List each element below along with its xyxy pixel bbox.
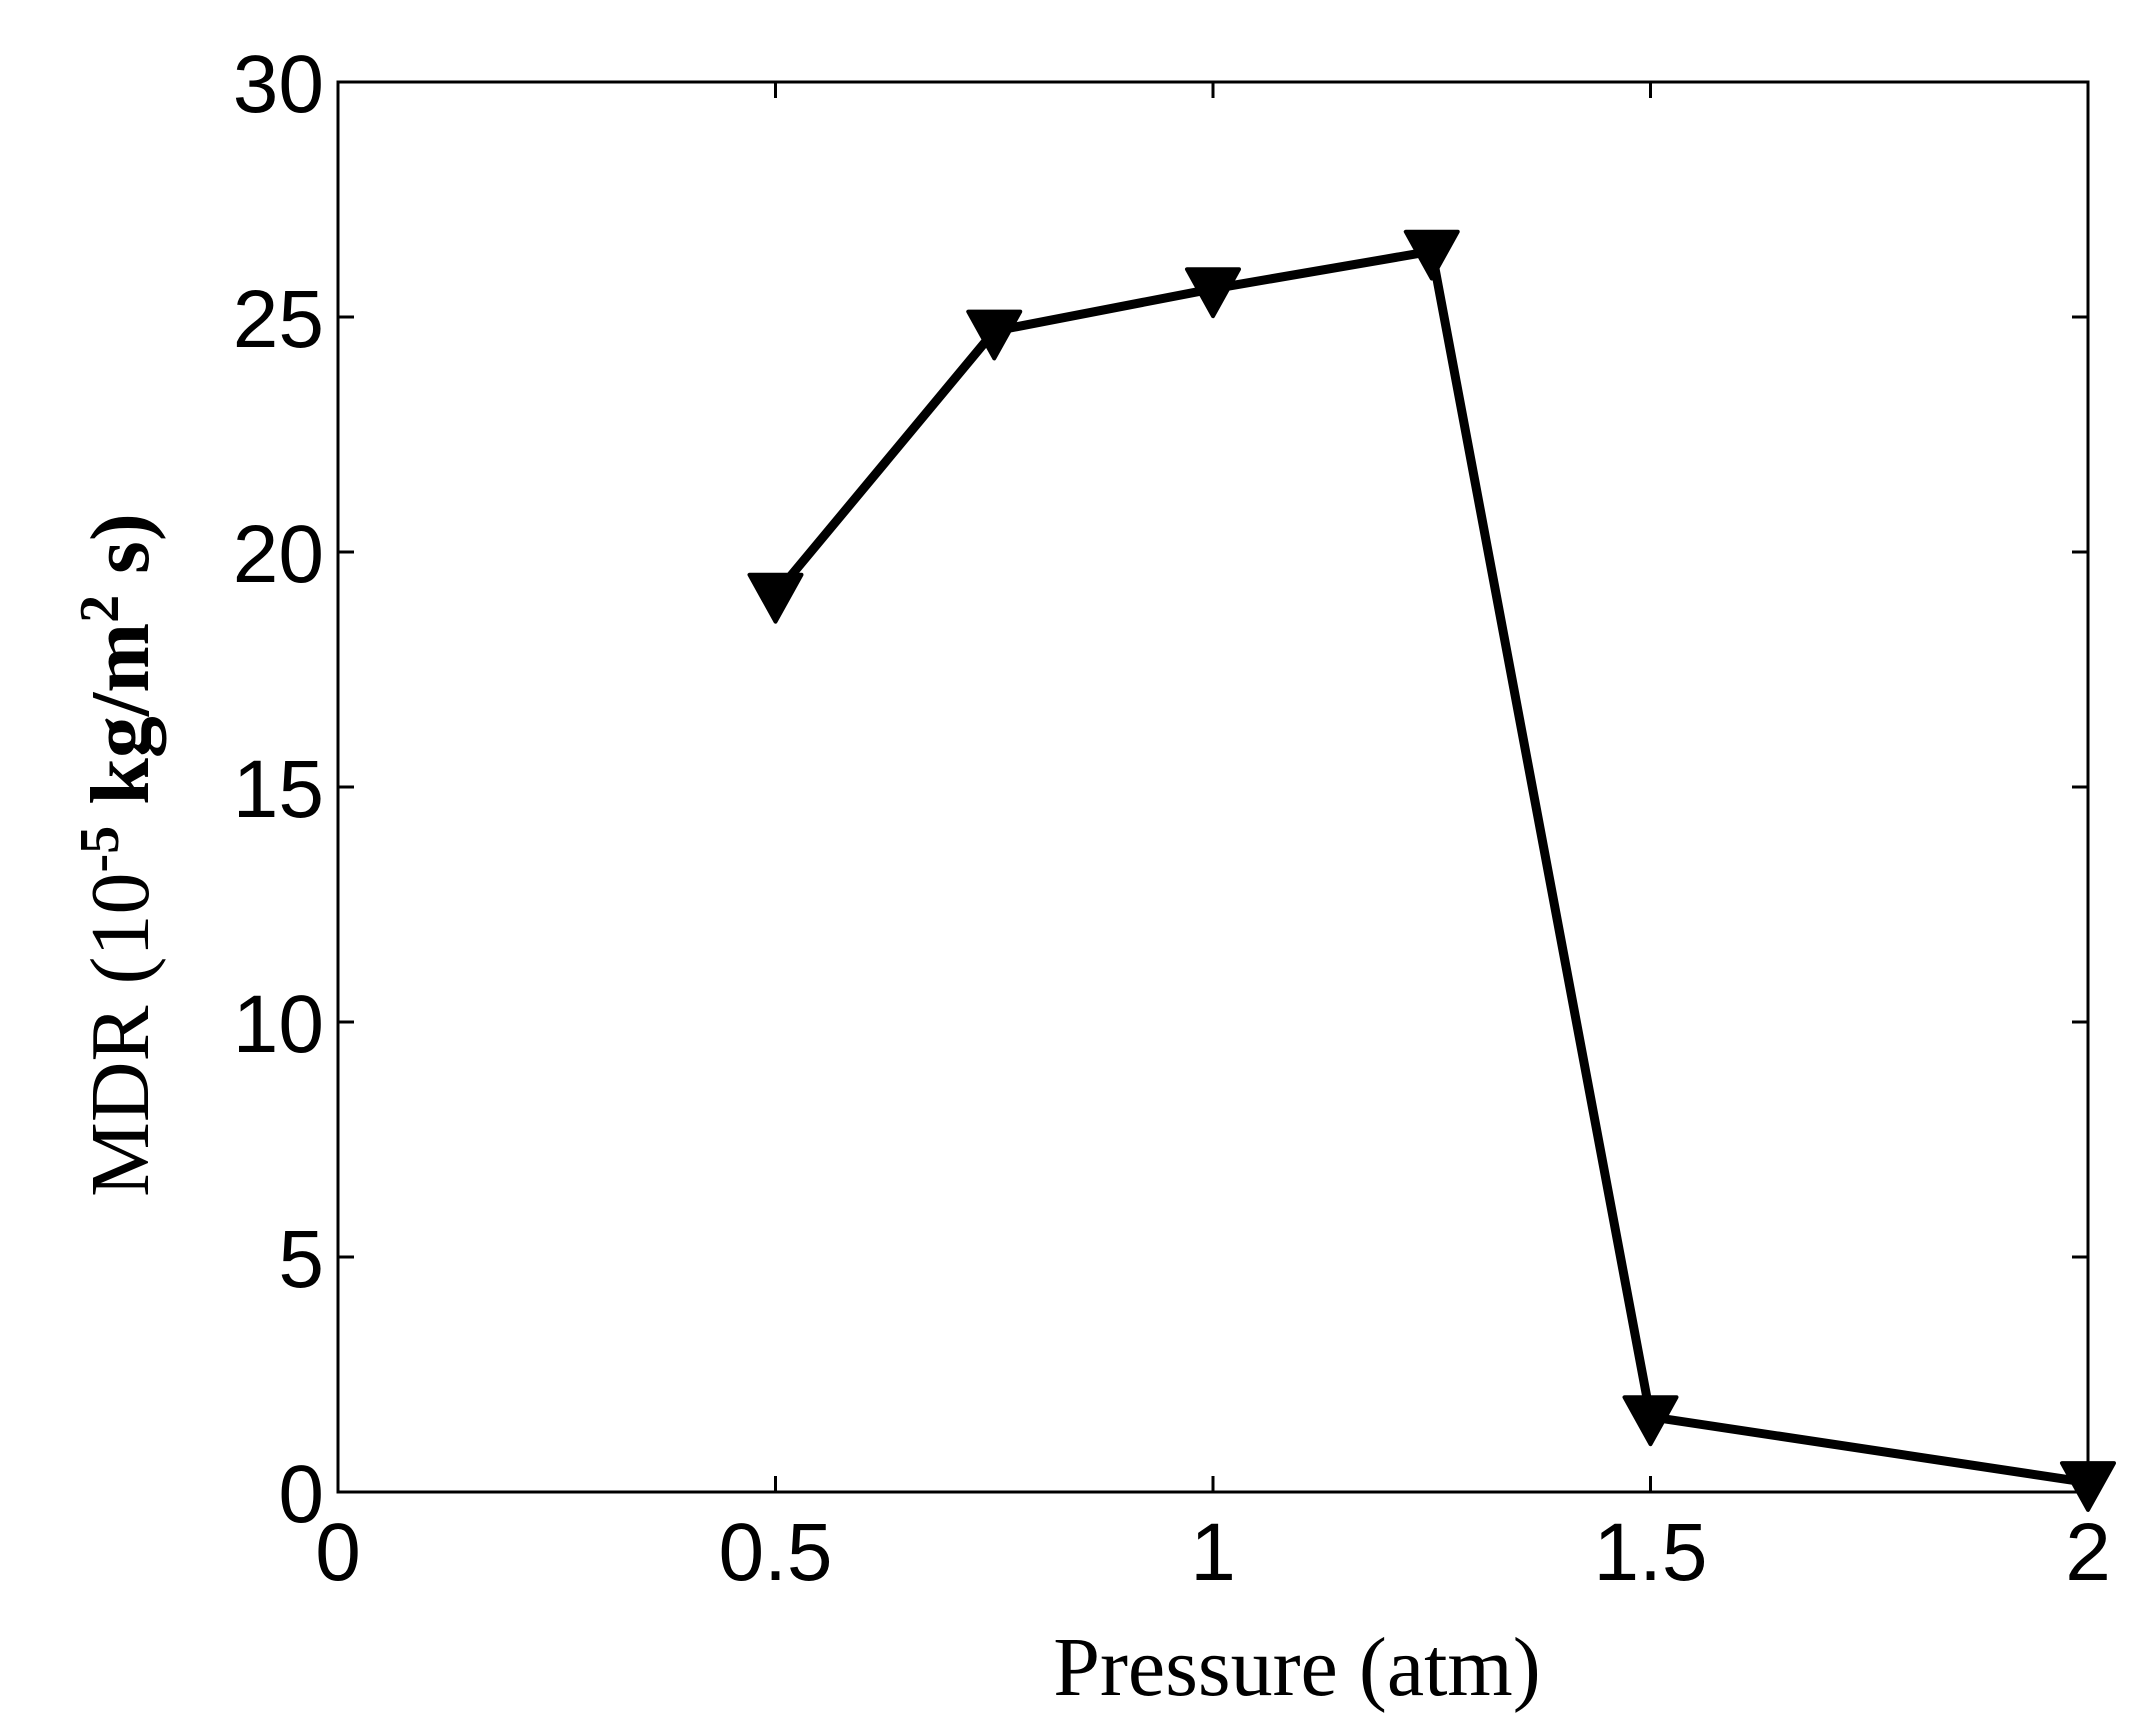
y-tick-label: 30 [233, 39, 324, 130]
series-line [772, 246, 2089, 1488]
y-axis-title-exp2: 2 [69, 595, 131, 623]
data-point-marker [1622, 1395, 1679, 1447]
y-axis-title-middle: kg/m [74, 623, 167, 826]
y-axis-title-prefix: MDR (10 [74, 873, 167, 1197]
x-tick-label: 2 [2065, 1507, 2111, 1598]
series-layer [747, 229, 2116, 1512]
x-tick-label: 0.5 [719, 1507, 833, 1598]
y-tick-label: 10 [233, 979, 324, 1070]
x-tick-label: 1.5 [1594, 1507, 1708, 1598]
data-point-marker [2060, 1461, 2116, 1512]
y-tick-label: 15 [233, 744, 324, 835]
y-tick-label: 20 [233, 509, 324, 600]
y-axis-title-suffix: s) [74, 513, 167, 595]
y-tick-label: 5 [278, 1214, 324, 1305]
y-axis-title-exp1: -5 [69, 826, 131, 873]
x-tick-label: 0 [315, 1507, 361, 1598]
data-point-marker [966, 309, 1023, 361]
y-tick-label: 25 [233, 274, 324, 365]
data-point-marker [1403, 229, 1460, 281]
y-axis-title: MDR (10-5 kg/m2 s) [69, 513, 167, 1197]
x-axis-title: Pressure (atm) [1053, 1621, 1541, 1714]
plot-frame [336, 80, 2090, 1494]
data-point-marker [1185, 267, 1241, 319]
x-tick-label: 1 [1190, 1507, 1236, 1598]
y-tick-label: 0 [278, 1449, 324, 1540]
data-point-marker [747, 572, 804, 624]
